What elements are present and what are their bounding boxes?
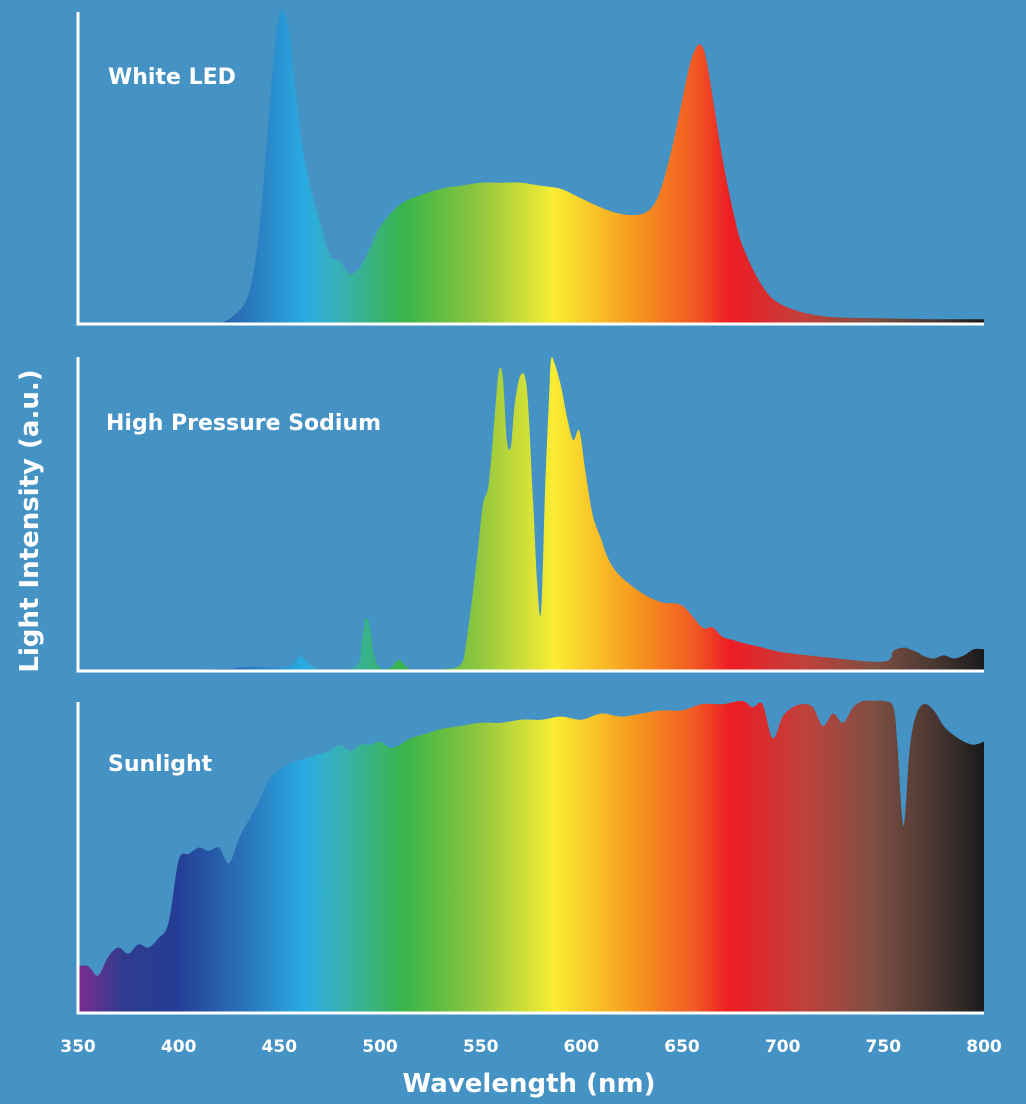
white-led-axes	[76, 12, 984, 326]
x-tick-label-800: 800	[966, 1037, 1002, 1057]
y-axis-title: Light Intensity (a.u.)	[15, 369, 45, 672]
panel-sunlight: Sunlight	[76, 700, 984, 1015]
white-led-spectrum-area	[218, 8, 984, 325]
x-tick-label-550: 550	[463, 1037, 499, 1057]
panel-white-led: White LED	[76, 8, 984, 326]
white-led-panel-title: White LED	[108, 65, 236, 90]
x-tick-label-750: 750	[866, 1037, 902, 1057]
high-pressure-sodium-spectrum-area	[78, 357, 984, 671]
panel-high-pressure-sodium: High Pressure Sodium	[76, 357, 984, 673]
x-tick-label-500: 500	[362, 1037, 398, 1057]
x-tick-label-450: 450	[262, 1037, 298, 1057]
high-pressure-sodium-axes	[76, 357, 984, 673]
x-tick-label-350: 350	[60, 1037, 96, 1057]
x-tick-label-400: 400	[161, 1037, 197, 1057]
x-axis-title: Wavelength (nm)	[403, 1069, 656, 1099]
high-pressure-sodium-panel-title: High Pressure Sodium	[106, 411, 381, 436]
x-tick-label-650: 650	[664, 1037, 700, 1057]
sunlight-spectrum-area	[78, 700, 984, 1013]
x-tick-label-700: 700	[765, 1037, 801, 1057]
sunlight-axes	[76, 702, 984, 1015]
sunlight-panel-title: Sunlight	[108, 752, 213, 777]
x-axis-tick-labels: 350 400 450 500 550 600 650 700 750 800	[60, 1037, 1002, 1057]
x-tick-label-600: 600	[564, 1037, 600, 1057]
